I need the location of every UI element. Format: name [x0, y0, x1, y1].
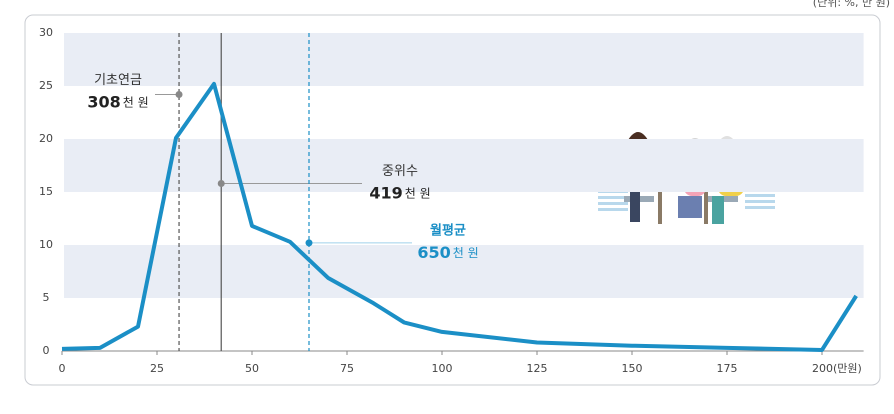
annotation-unit: 천 원	[453, 244, 479, 259]
y-tick-label: 20	[39, 132, 53, 145]
annotation-number: 419	[369, 183, 402, 202]
y-tick-label: 15	[39, 185, 53, 198]
grid-band	[64, 33, 864, 86]
x-tick-label: 125	[527, 362, 548, 375]
x-tick-label: 175	[717, 362, 738, 375]
x-tick-label: 75	[340, 362, 354, 375]
annotation-number: 308	[87, 92, 120, 111]
annotation-unit: 천 원	[405, 185, 431, 200]
unit-note: (단위: %, 만 원)	[813, 0, 890, 9]
x-tick-label: 25	[150, 362, 164, 375]
annotation-unit: 천 원	[123, 94, 149, 109]
x-tick-label: 0	[59, 362, 66, 375]
y-tick-label: 30	[39, 26, 53, 39]
annotation-label: 기초연금	[94, 73, 142, 88]
y-tick-label: 5	[43, 291, 50, 304]
y-tick-label: 25	[39, 79, 53, 92]
grid-band	[64, 139, 864, 192]
y-tick-label: 10	[39, 238, 53, 251]
annotation-label: 중위수	[382, 164, 418, 179]
marker-dot	[175, 90, 183, 98]
annotation-value: 308 천 원	[87, 92, 148, 111]
x-tick-label: 200(만원)	[812, 362, 862, 375]
marker-dot	[305, 239, 313, 247]
x-tick-label: 50	[245, 362, 259, 375]
x-tick-label: 150	[622, 362, 643, 375]
annotation-label: 월평균	[430, 222, 466, 238]
grid-band	[64, 245, 864, 298]
x-tick-label: 100	[432, 362, 453, 375]
annotation-number: 650	[417, 242, 450, 261]
annotation-value: 650 천 원	[417, 242, 478, 261]
data-line	[61, 81, 858, 352]
y-tick-label: 0	[43, 344, 50, 357]
annotation-value: 419 천 원	[369, 183, 430, 202]
marker-dot	[217, 180, 225, 188]
